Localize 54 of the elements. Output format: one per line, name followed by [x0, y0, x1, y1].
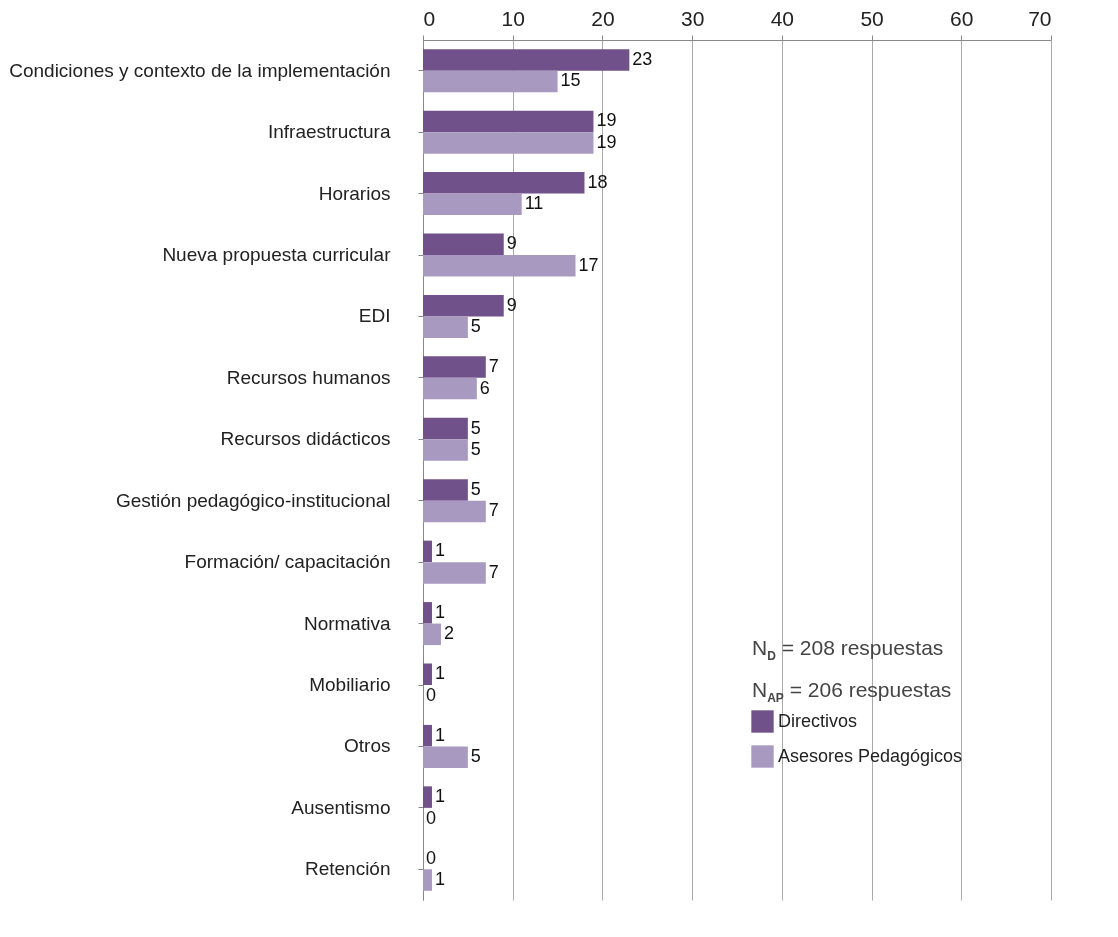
- data-label: 5: [470, 478, 481, 499]
- data-label: 7: [488, 500, 499, 521]
- y-tick-label: Horarios: [318, 182, 391, 204]
- data-label: 0: [426, 684, 437, 705]
- data-label: 7: [488, 561, 499, 582]
- data-label: 9: [506, 233, 517, 254]
- y-tick-label: Infraestructura: [268, 121, 391, 143]
- x-tick-label: 0: [423, 6, 436, 30]
- data-label: 5: [470, 746, 481, 767]
- data-label: 1: [434, 786, 445, 807]
- data-label: 1: [434, 724, 445, 745]
- data-label: 1: [434, 869, 445, 890]
- data-label: 1: [434, 601, 445, 622]
- data-label: 0: [426, 807, 437, 828]
- x-tick-label: 50: [860, 6, 884, 30]
- y-tick-label: Recursos didácticos: [220, 428, 391, 450]
- y-tick-label: Otros: [344, 735, 391, 757]
- x-tick-label: 10: [501, 6, 525, 30]
- y-tick-label: Gestión pedagógico-institucional: [115, 489, 391, 511]
- data-label: 5: [470, 439, 481, 460]
- legend-label: Directivos: [778, 710, 858, 731]
- data-label: 23: [632, 48, 653, 69]
- annotation: N$_{AP}$ = 206 respuestas: [752, 678, 952, 706]
- y-tick-label: Formación/ capacitación: [184, 551, 391, 573]
- data-label: 1: [434, 540, 445, 561]
- legend-label: Asesores Pedagógicos: [778, 745, 963, 766]
- y-tick-label: Normativa: [303, 612, 391, 634]
- data-label: 5: [470, 417, 481, 438]
- y-tick-label: Nueva propuesta curricular: [162, 244, 392, 265]
- data-label: 2: [443, 623, 454, 644]
- data-label: 1: [434, 663, 445, 684]
- annotation: N$_{D}$ = 208 respuestas: [752, 636, 944, 664]
- y-tick-label: Ausentismo: [291, 796, 391, 818]
- data-label: 18: [587, 171, 608, 192]
- data-label: 5: [470, 316, 481, 337]
- data-label: 11: [524, 193, 544, 214]
- y-tick-label: Condiciones y contexto de la implementación: [9, 59, 391, 81]
- x-tick-label: 70: [1028, 6, 1052, 30]
- data-label: 6: [479, 377, 490, 398]
- y-tick-label: Mobiliario: [309, 674, 391, 695]
- data-label: 7: [488, 356, 499, 377]
- x-tick-label: 60: [950, 6, 974, 30]
- data-label: 15: [560, 70, 581, 91]
- y-tick-label: EDI: [358, 305, 391, 327]
- data-label: 19: [596, 110, 617, 131]
- x-tick-label: 20: [591, 6, 615, 30]
- x-tick-label: 30: [680, 6, 705, 30]
- y-tick-label: Retención: [304, 858, 391, 880]
- data-label: 17: [578, 254, 599, 275]
- data-label: 0: [426, 847, 437, 868]
- y-tick-label: Recursos humanos: [226, 366, 391, 388]
- data-label: 19: [596, 131, 617, 152]
- data-label: 9: [506, 294, 517, 315]
- x-tick-label: 40: [770, 6, 795, 30]
